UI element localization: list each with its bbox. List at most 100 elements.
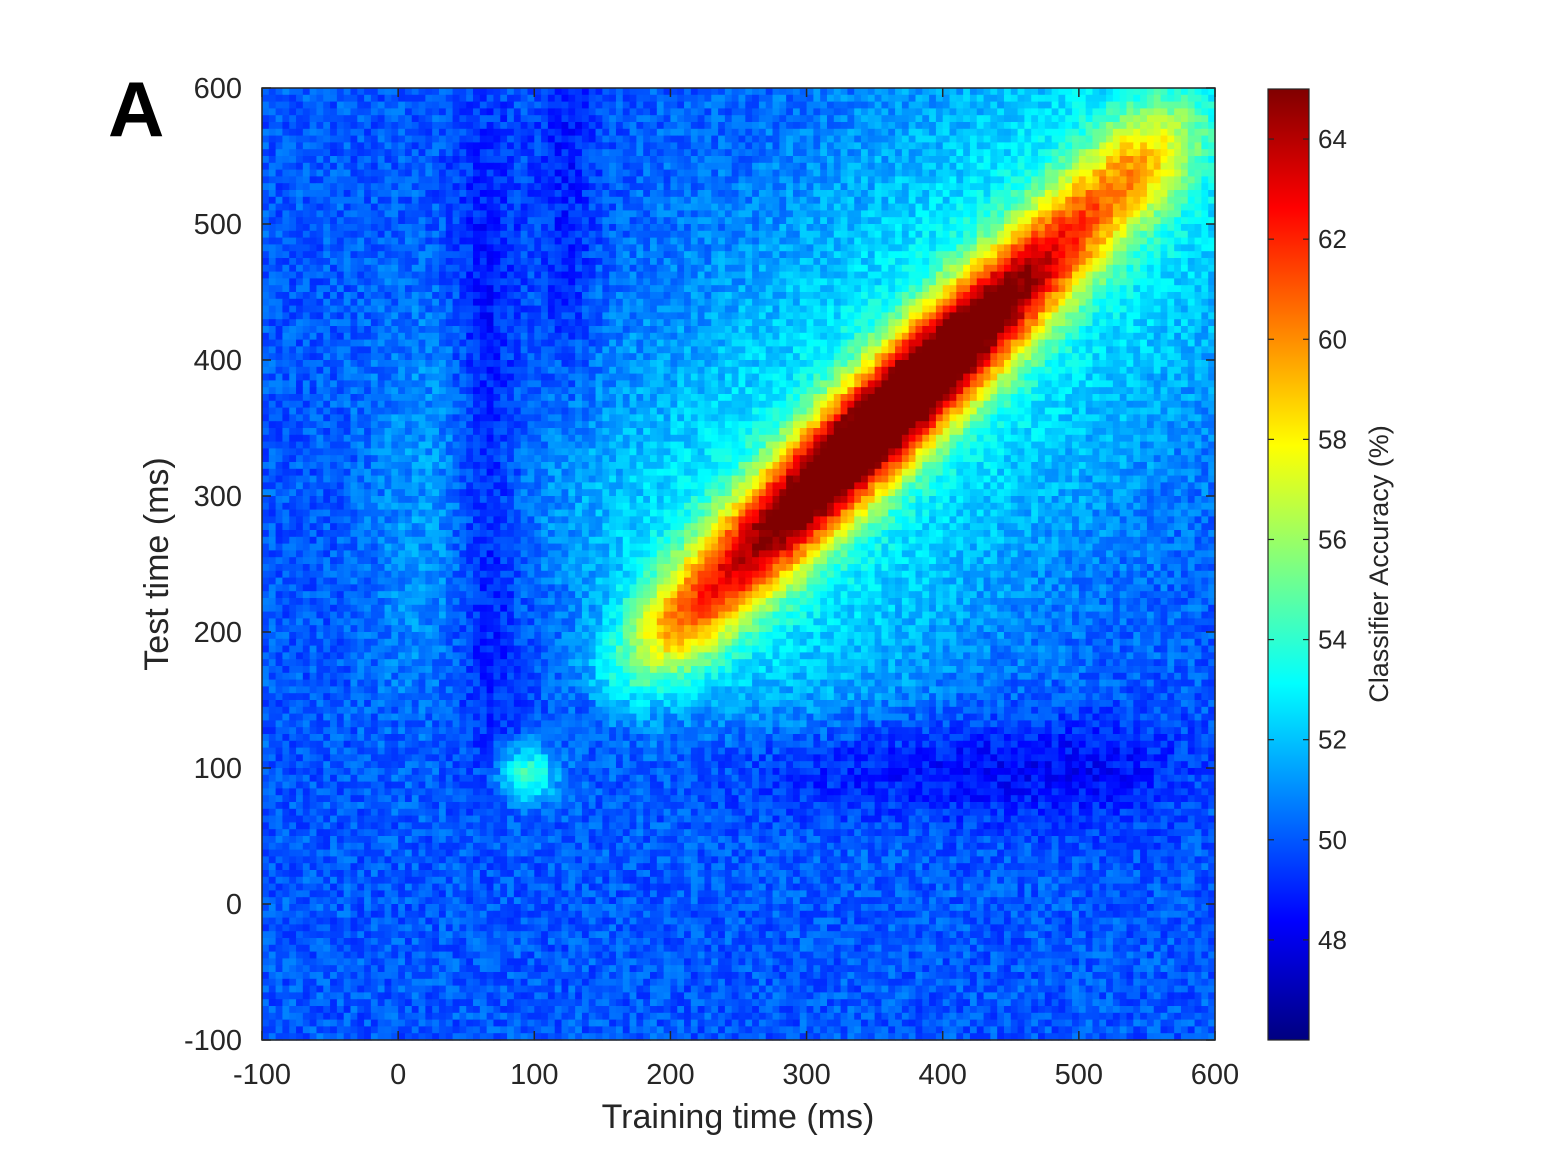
- heatmap-cell: [1017, 224, 1025, 232]
- heatmap-cell: [302, 237, 311, 245]
- heatmap-cell: [833, 312, 842, 320]
- heatmap-cell: [1072, 108, 1080, 116]
- heatmap-cell: [718, 298, 726, 307]
- heatmap-cell: [677, 305, 685, 313]
- heatmap-cell: [411, 210, 420, 218]
- heatmap-cell: [561, 292, 569, 300]
- heatmap-cell: [1051, 135, 1060, 143]
- heatmap-cell: [1174, 285, 1182, 293]
- heatmap-cell: [357, 94, 365, 103]
- heatmap-cell: [935, 271, 944, 279]
- heatmap-cell: [670, 278, 678, 286]
- heatmap-cell: [615, 142, 624, 150]
- heatmap-cell: [364, 292, 372, 300]
- heatmap-cell: [847, 94, 855, 103]
- heatmap-cell: [1174, 176, 1182, 184]
- heatmap-cell: [1058, 156, 1066, 164]
- heatmap-cell: [398, 217, 406, 225]
- heatmap-cell: [1106, 122, 1114, 130]
- heatmap-cell: [997, 122, 1005, 130]
- heatmap-cell: [1146, 128, 1155, 137]
- heatmap-cell: [1187, 244, 1196, 252]
- heatmap-cell: [1003, 203, 1012, 211]
- heatmap-cell: [282, 176, 290, 184]
- heatmap-cell: [343, 224, 352, 232]
- heatmap-cell: [391, 108, 399, 116]
- heatmap-cell: [425, 156, 433, 164]
- heatmap-cell: [398, 292, 406, 300]
- heatmap-cell: [527, 149, 535, 157]
- heatmap-cell: [486, 149, 495, 157]
- heatmap-cell: [432, 101, 440, 109]
- heatmap-cell: [861, 258, 869, 266]
- heatmap-cell: [997, 183, 1005, 191]
- heatmap-cell: [861, 156, 869, 164]
- heatmap-cell: [527, 271, 535, 279]
- heatmap-cell: [527, 176, 535, 184]
- heatmap-cell: [874, 224, 883, 232]
- heatmap-cell: [398, 122, 406, 130]
- heatmap-cell: [1126, 128, 1134, 137]
- heatmap-cell: [1194, 115, 1202, 123]
- heatmap-cell: [1058, 128, 1066, 137]
- heatmap-cell: [493, 230, 501, 239]
- heatmap-cell: [486, 94, 495, 103]
- heatmap-cell: [575, 190, 583, 198]
- heatmap-cell: [364, 122, 372, 130]
- heatmap-cell: [330, 210, 338, 218]
- heatmap-cell: [1017, 210, 1025, 218]
- heatmap-cell: [840, 183, 849, 191]
- heatmap-cell: [656, 224, 665, 232]
- heatmap-cell: [1010, 101, 1019, 109]
- heatmap-cell: [765, 94, 774, 103]
- heatmap-cell: [752, 169, 760, 177]
- heatmap-cell: [350, 237, 358, 245]
- heatmap-cell: [1017, 183, 1025, 191]
- heatmap-cell: [425, 169, 433, 177]
- heatmap-cell: [547, 190, 556, 198]
- heatmap-cell: [806, 88, 814, 96]
- heatmap-cell: [1160, 271, 1168, 279]
- heatmap-cell: [493, 101, 501, 109]
- heatmap-cell: [915, 196, 923, 205]
- heatmap-cell: [731, 108, 740, 116]
- heatmap-cell: [350, 142, 358, 150]
- heatmap-cell: [969, 305, 978, 313]
- heatmap-cell: [323, 108, 331, 116]
- heatmap-cell: [752, 142, 760, 150]
- heatmap-cell: [336, 101, 345, 109]
- heatmap-cell: [997, 94, 1005, 103]
- heatmap-cell: [718, 305, 726, 313]
- heatmap-cell: [636, 264, 644, 273]
- heatmap-cell: [963, 115, 971, 123]
- heatmap-cell: [833, 128, 842, 137]
- heatmap-cell: [357, 122, 365, 130]
- heatmap-cell: [765, 142, 774, 150]
- heatmap-cell: [650, 326, 658, 334]
- heatmap-cell: [1017, 162, 1025, 171]
- heatmap-cell: [459, 298, 467, 307]
- heatmap-cell: [840, 190, 849, 198]
- heatmap-cell: [786, 203, 794, 211]
- heatmap-cell: [411, 258, 420, 266]
- heatmap-cell: [833, 305, 842, 313]
- heatmap-cell: [1119, 128, 1128, 137]
- heatmap-cell: [650, 196, 658, 205]
- heatmap-cell: [677, 224, 685, 232]
- heatmap-cell: [1078, 258, 1087, 266]
- heatmap-cell: [513, 305, 522, 313]
- heatmap-cell: [847, 135, 855, 143]
- heatmap-cell: [956, 312, 964, 320]
- heatmap-cell: [534, 156, 542, 164]
- heatmap-cell: [922, 244, 930, 252]
- heatmap-cell: [554, 156, 563, 164]
- heatmap-cell: [350, 305, 358, 313]
- heatmap-cell: [561, 264, 569, 273]
- heatmap-cell: [622, 319, 631, 327]
- heatmap-cell: [1133, 122, 1141, 130]
- heatmap-cell: [792, 312, 801, 320]
- heatmap-cell: [1201, 135, 1209, 143]
- heatmap-cell: [547, 88, 556, 96]
- heatmap-cell: [874, 135, 883, 143]
- heatmap-cell: [1017, 217, 1025, 225]
